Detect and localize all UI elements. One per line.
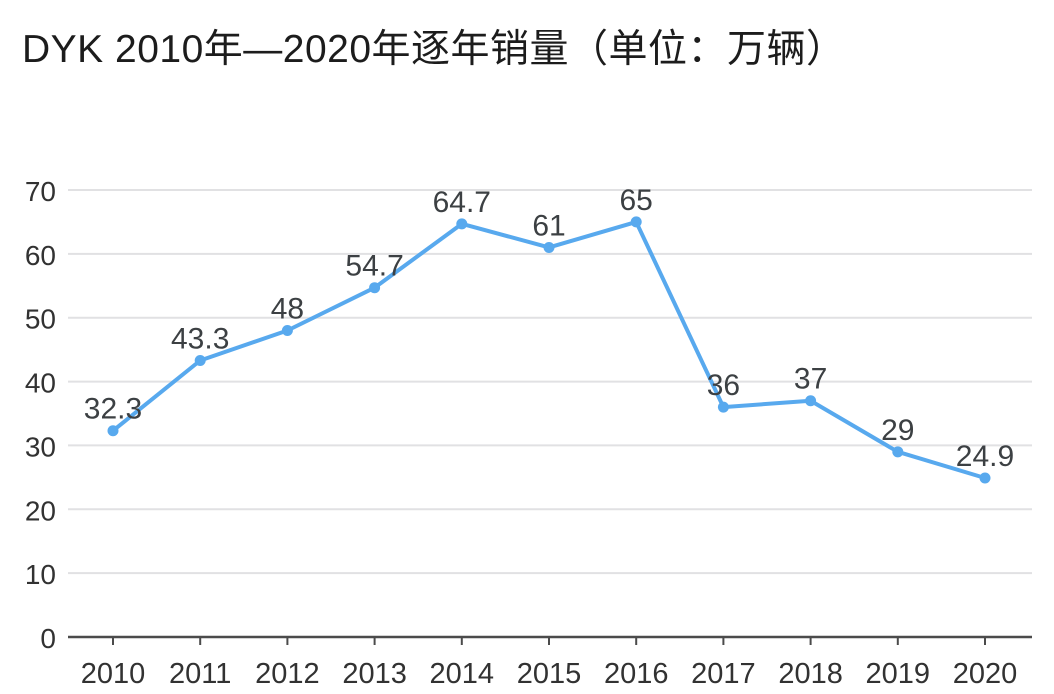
- data-point-label: 48: [271, 292, 304, 325]
- data-point-label: 36: [707, 369, 740, 402]
- y-tick-label: 50: [25, 304, 56, 335]
- data-point: [892, 446, 904, 458]
- y-tick-label: 70: [25, 176, 56, 207]
- y-tick-label: 20: [25, 495, 56, 526]
- x-tick-label: 2015: [517, 658, 582, 690]
- x-tick-label: 2014: [430, 658, 495, 690]
- data-point-label: 37: [794, 363, 827, 396]
- chart-title: DYK 2010年—2020年逐年销量（单位：万辆）: [22, 28, 846, 71]
- y-tick-label: 40: [25, 368, 56, 399]
- data-point: [281, 324, 293, 336]
- data-point-label: 32.3: [84, 393, 142, 426]
- x-tick-label: 2019: [866, 658, 931, 690]
- data-point: [369, 282, 381, 294]
- x-tick-label: 2012: [255, 658, 320, 690]
- data-point: [717, 401, 729, 413]
- y-tick-label: 60: [25, 240, 56, 271]
- x-tick-label: 2013: [342, 658, 407, 690]
- data-point: [543, 241, 555, 253]
- data-point: [630, 216, 642, 228]
- y-tick-label: 0: [40, 623, 56, 654]
- data-point-label: 61: [532, 209, 565, 242]
- data-point-label: 54.7: [345, 250, 403, 283]
- y-tick-label: 30: [25, 431, 56, 462]
- data-point: [456, 218, 468, 230]
- data-point-label: 24.9: [956, 440, 1014, 473]
- sales-series-line: [111, 219, 987, 480]
- x-tick-label: 2017: [691, 658, 756, 690]
- y-tick-label: 10: [25, 559, 56, 590]
- data-point-label: 65: [620, 184, 653, 217]
- data-point-label: 64.7: [433, 186, 491, 219]
- data-point: [194, 354, 206, 366]
- data-point: [979, 472, 991, 484]
- data-point: [107, 425, 119, 437]
- x-tick-label: 2020: [953, 658, 1018, 690]
- x-tick-label: 2011: [169, 658, 231, 690]
- data-point: [805, 395, 817, 407]
- x-tick-label: 2016: [604, 658, 669, 690]
- data-point-label: 43.3: [171, 322, 229, 355]
- data-point-label: 29: [881, 414, 914, 447]
- x-tick-label: 2018: [778, 658, 843, 690]
- x-tick-label: 2010: [81, 658, 146, 690]
